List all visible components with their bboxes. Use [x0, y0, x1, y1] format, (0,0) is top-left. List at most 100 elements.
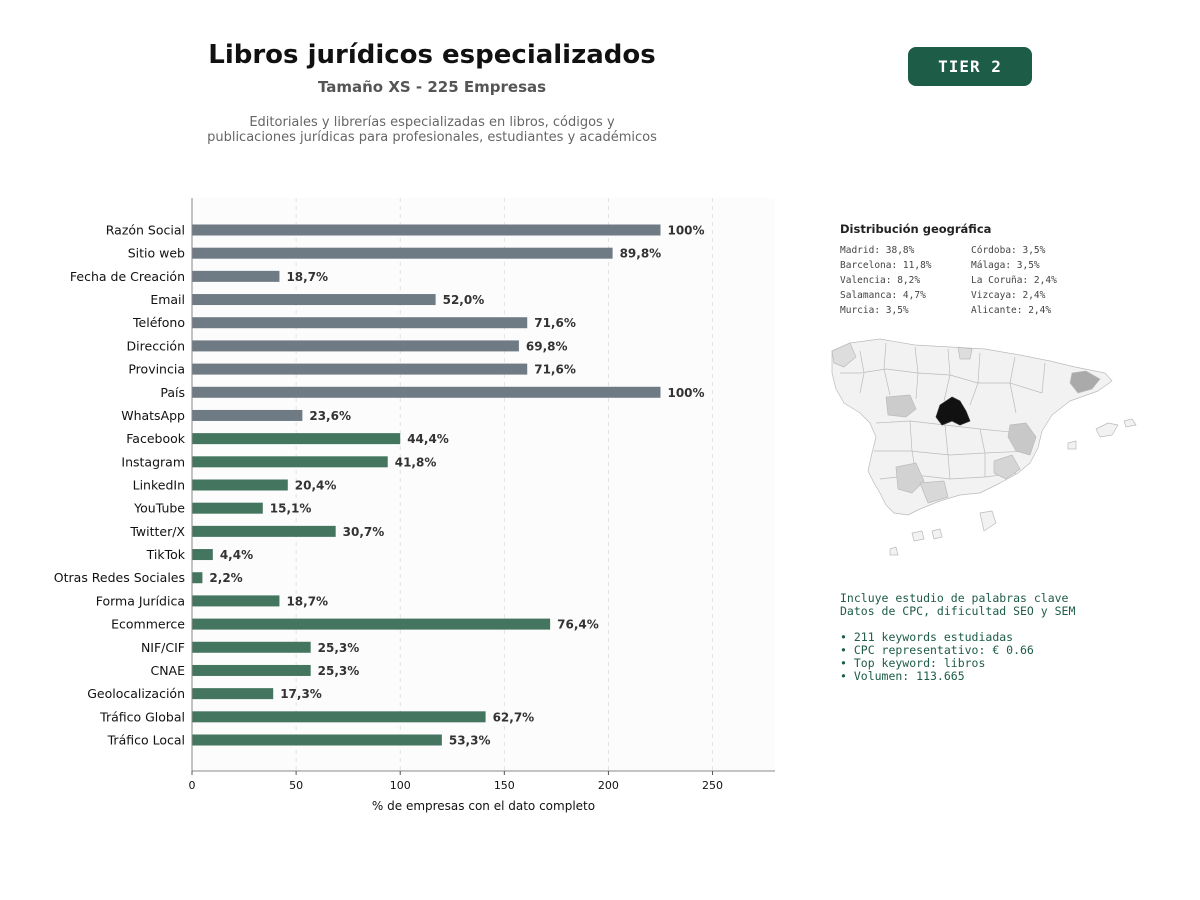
data-label: 41,8%: [395, 455, 437, 469]
bar: [192, 618, 551, 630]
category-label: WhatsApp: [121, 408, 185, 423]
geo-item: Madrid: 38,8%: [840, 245, 915, 256]
bar: [192, 294, 436, 306]
category-label: Ecommerce: [111, 617, 185, 632]
category-label: LinkedIn: [133, 478, 185, 493]
geo-item: Córdoba: 3,5%: [971, 245, 1046, 256]
geo-item: Vizcaya: 2,4%: [971, 290, 1046, 301]
geo-title: Distribución geográfica: [840, 222, 992, 236]
category-label: Geolocalización: [87, 686, 185, 701]
category-label: Fecha de Creación: [70, 269, 185, 284]
map-barcelona: [1069, 370, 1101, 394]
geo-item: Valencia: 8,2%: [840, 275, 921, 286]
map-ceuta: [979, 510, 997, 532]
category-label: CNAE: [150, 663, 185, 678]
keyword-bullet: • 211 keywords estudiadas: [840, 630, 1014, 644]
category-label: Facebook: [126, 431, 185, 446]
category-label: YouTube: [133, 501, 185, 516]
data-label: 25,3%: [318, 664, 360, 678]
data-label: 17,3%: [280, 687, 322, 701]
bar: [192, 549, 213, 561]
category-label: Razón Social: [106, 223, 185, 238]
category-label: TikTok: [146, 547, 186, 562]
x-tick-label: 50: [289, 779, 303, 792]
map-balearic-2: [1123, 418, 1137, 428]
data-label: 2,2%: [209, 571, 242, 585]
geo-list: Madrid: 38,8% Córdoba: 3,5% Barcelona: 1…: [840, 245, 1170, 316]
spain-map: [831, 338, 1137, 556]
map-canary: [889, 528, 943, 556]
bar: [192, 409, 303, 421]
map-mainland: [831, 338, 1113, 516]
bar: [192, 433, 401, 445]
category-label: Instagram: [121, 454, 185, 469]
page-title: Libros jurídicos especializados: [208, 40, 656, 70]
map-madrid: [935, 396, 971, 426]
data-label: 15,1%: [270, 502, 312, 516]
data-label: 25,3%: [318, 641, 360, 655]
geo-item: La Coruña: 2,4%: [971, 275, 1057, 286]
tier-badge: TIER 2: [908, 47, 1032, 86]
data-label: 52,0%: [443, 293, 485, 307]
bar: [192, 270, 280, 282]
category-label: Tráfico Local: [107, 733, 185, 748]
bar: [192, 711, 486, 723]
category-label: Dirección: [127, 338, 185, 353]
data-label: 20,4%: [295, 479, 337, 493]
map-region-lines: [840, 342, 1046, 480]
data-label: 69,8%: [526, 339, 568, 353]
description-line-2: publicaciones jurídicas para profesional…: [207, 130, 657, 145]
x-tick-label: 250: [702, 779, 723, 792]
geo-item: Barcelona: 11,8%: [840, 260, 932, 271]
bar: [192, 224, 661, 236]
map-andalucia-b: [919, 480, 949, 504]
bar: [192, 456, 388, 468]
x-tick-label: 200: [598, 779, 619, 792]
category-label: Otras Redes Sociales: [54, 570, 185, 585]
data-label: 18,7%: [286, 270, 328, 284]
category-label: Sitio web: [128, 246, 185, 261]
keywords-line-1: Incluye estudio de palabras clave: [840, 591, 1069, 605]
category-label: Provincia: [128, 362, 185, 377]
bar: [192, 525, 336, 537]
map-balearic-3: [1067, 440, 1077, 450]
map-salamanca: [885, 394, 917, 418]
category-label: Tráfico Global: [99, 709, 185, 724]
data-label: 76,4%: [557, 618, 599, 632]
x-axis-label: % de empresas con el dato completo: [372, 799, 595, 813]
keywords-line-2: Datos de CPC, dificultad SEO y SEM: [840, 604, 1076, 618]
category-label: Twitter/X: [129, 524, 185, 539]
bar-chart: Razón Social 100% Sitio web 89,8% Fecha de C…: [54, 198, 775, 813]
category-label: País: [160, 385, 185, 400]
data-label: 23,6%: [309, 409, 351, 423]
data-label: 30,7%: [343, 525, 385, 539]
map-balearic-1: [1095, 422, 1119, 438]
keyword-bullet: • Top keyword: libros: [840, 656, 986, 670]
x-tick-label: 150: [494, 779, 515, 792]
data-label: 71,6%: [534, 363, 576, 377]
bar: [192, 734, 442, 746]
geo-item: Alicante: 2,4%: [971, 305, 1052, 316]
keyword-bullet: • Volumen: 113.665: [840, 669, 965, 683]
bar: [192, 664, 311, 676]
geo-item: Salamanca: 4,7%: [840, 290, 926, 301]
category-label: Email: [150, 292, 185, 307]
category-label: Teléfono: [132, 315, 185, 330]
map-murcia: [993, 454, 1021, 480]
map-valencia: [1007, 422, 1037, 456]
bar: [192, 247, 613, 259]
keyword-bullet: • CPC representativo: € 0.66: [840, 643, 1034, 657]
bar: [192, 572, 203, 584]
data-label: 71,6%: [534, 316, 576, 330]
data-label: 18,7%: [286, 594, 328, 608]
data-label: 100%: [667, 224, 704, 238]
bar: [192, 502, 263, 514]
data-label: 62,7%: [493, 710, 535, 724]
geo-item: Murcia: 3,5%: [840, 305, 909, 316]
bar: [192, 340, 519, 352]
bar: [192, 479, 288, 491]
category-label: NIF/CIF: [141, 640, 185, 655]
map-andalucia-a: [895, 462, 925, 494]
bar: [192, 641, 311, 653]
map-bizkaia: [957, 346, 973, 360]
